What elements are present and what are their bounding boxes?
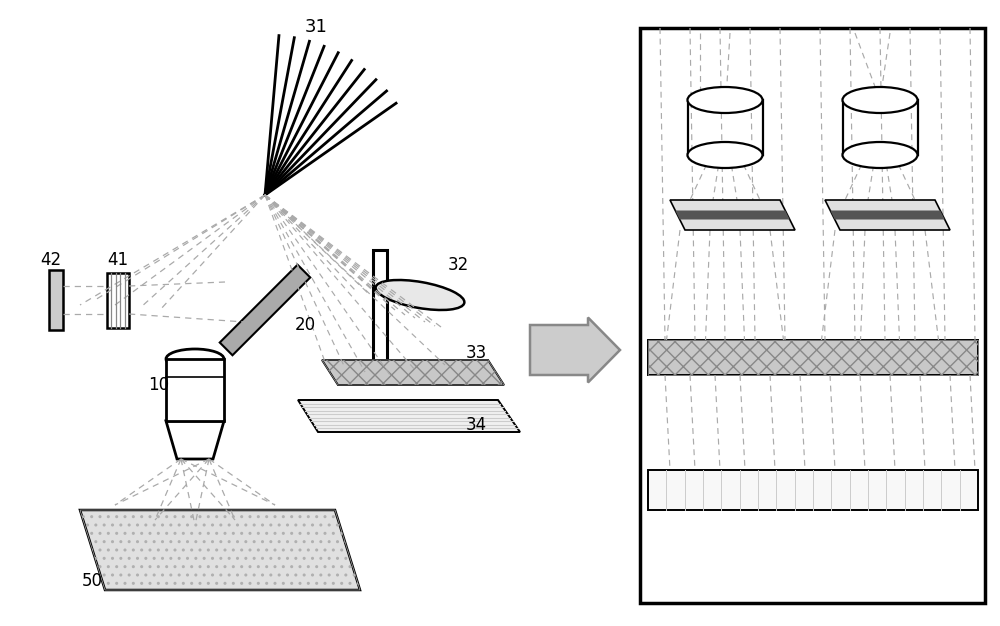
Bar (373, 250, 387, 370)
Polygon shape (648, 340, 978, 375)
Polygon shape (220, 265, 310, 355)
Text: 50: 50 (82, 572, 103, 590)
Polygon shape (298, 400, 520, 432)
Polygon shape (322, 360, 504, 385)
Text: 10: 10 (148, 376, 169, 394)
Ellipse shape (688, 87, 763, 113)
Text: 31: 31 (305, 18, 328, 36)
Bar (49, 270, 63, 330)
Bar (107, 272, 129, 327)
Polygon shape (675, 210, 790, 220)
Text: 42: 42 (40, 251, 61, 269)
Ellipse shape (166, 349, 224, 369)
Ellipse shape (842, 142, 918, 168)
Ellipse shape (842, 87, 918, 113)
Bar (640, 28, 985, 603)
Text: 34: 34 (466, 416, 487, 434)
Ellipse shape (688, 142, 763, 168)
FancyArrow shape (530, 317, 620, 382)
Polygon shape (648, 470, 978, 510)
Text: 20: 20 (295, 316, 316, 334)
Text: 32: 32 (448, 256, 469, 274)
Text: 41: 41 (107, 251, 128, 269)
Bar (166, 359, 224, 421)
Ellipse shape (376, 280, 464, 310)
Polygon shape (825, 200, 950, 230)
Polygon shape (166, 421, 224, 459)
Text: 33: 33 (466, 344, 487, 362)
Polygon shape (80, 510, 360, 590)
Polygon shape (830, 210, 945, 220)
Polygon shape (670, 200, 795, 230)
